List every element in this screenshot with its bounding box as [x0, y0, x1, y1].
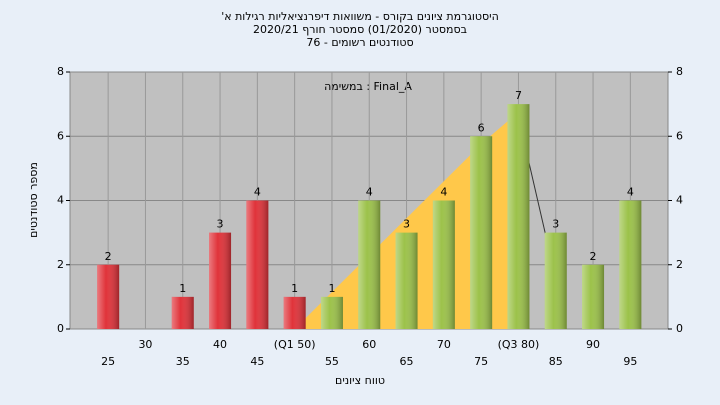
bar-shade: [470, 136, 493, 329]
data-label: 1: [291, 282, 298, 295]
annotation: במשימה : Final_A: [324, 80, 412, 93]
bar-shade: [507, 104, 530, 329]
bar-shade: [358, 200, 381, 329]
bar-shade: [283, 296, 306, 329]
y-tick-label: 4: [57, 194, 64, 207]
y2-tick-label: 2: [676, 258, 683, 271]
y-tick-label: 6: [57, 129, 64, 142]
x-tick-label: 60: [362, 338, 376, 351]
y2-tick-label: 0: [676, 322, 683, 335]
chart-subtitle: סטודנטים רשומים - 76: [306, 36, 413, 49]
data-label: 2: [105, 250, 112, 263]
data-label: 3: [552, 218, 559, 231]
x-tick-label: 35: [176, 355, 190, 368]
bar-shade: [320, 296, 343, 329]
bar-shade: [209, 232, 232, 329]
data-label: 2: [590, 250, 597, 263]
x-tick-label: 45: [250, 355, 264, 368]
quartile-area: [294, 112, 519, 329]
bar-shade: [97, 264, 120, 329]
x-tick-label: (Q1 50): [274, 338, 316, 351]
y-tick-label: 2: [57, 258, 64, 271]
bar-shade: [544, 232, 567, 329]
x-tick-label: 90: [586, 338, 600, 351]
x-tick-label: 30: [138, 338, 152, 351]
x-tick-label: 25: [101, 355, 115, 368]
data-label: 6: [478, 121, 485, 134]
x-tick-label: 55: [325, 355, 339, 368]
y2-tick-label: 6: [676, 129, 683, 142]
bar-shade: [432, 200, 455, 329]
data-label: 3: [217, 218, 224, 231]
data-label: 4: [254, 186, 261, 199]
data-label: 1: [179, 282, 186, 295]
bar-shade: [246, 200, 269, 329]
data-label: 3: [403, 218, 410, 231]
data-label: 1: [328, 282, 335, 295]
bar-shade: [395, 232, 418, 329]
x-tick-label: (Q3 80): [498, 338, 540, 351]
data-label: 4: [627, 186, 634, 199]
data-label: 4: [440, 186, 447, 199]
data-label: 7: [515, 89, 522, 102]
bar-shade: [582, 264, 605, 329]
x-tick-label: 75: [474, 355, 488, 368]
bar-shade: [619, 200, 642, 329]
x-tick-label: 40: [213, 338, 227, 351]
x-tick-label: 95: [623, 355, 637, 368]
chart-title: היסטוגרמת ציונים בקורס - משוואות דיפרנצי…: [221, 10, 499, 23]
bar-shade: [171, 296, 194, 329]
y-axis-label: מספר סטודנטים: [27, 162, 40, 238]
x-tick-label: 65: [400, 355, 414, 368]
y2-tick-label: 4: [676, 194, 683, 207]
y-tick-label: 0: [57, 322, 64, 335]
y2-tick-label: 8: [676, 65, 683, 78]
x-axis-label: טווח ציונים: [335, 374, 385, 387]
x-tick-label: 85: [549, 355, 563, 368]
data-label: 4: [366, 186, 373, 199]
x-tick-label: 70: [437, 338, 451, 351]
chart-subtitle: בסמסטר (01/2020) סמסטר חורף 2020/21: [253, 23, 467, 36]
y-tick-label: 8: [57, 65, 64, 78]
